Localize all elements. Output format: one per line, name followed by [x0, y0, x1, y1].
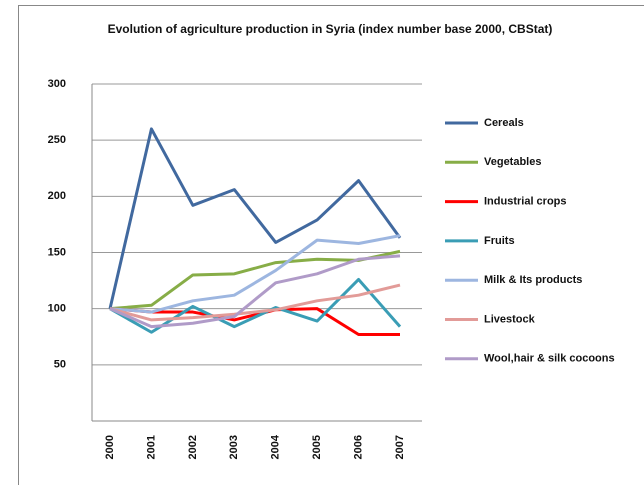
legend-label: Cereals [484, 117, 524, 129]
x-tick-label: 2006 [352, 435, 364, 459]
y-tick-label: 200 [48, 190, 66, 202]
chart-border [18, 5, 644, 485]
x-tick-label: 2004 [270, 434, 282, 459]
y-tick-label: 300 [48, 78, 66, 90]
y-tick-label: 250 [48, 134, 66, 146]
legend-label: Milk & Its products [484, 274, 582, 286]
legend-label: Livestock [484, 313, 536, 325]
y-tick-label: 150 [48, 246, 66, 258]
chart-title: Evolution of agriculture production in S… [107, 22, 553, 36]
legend-label: Industrial crops [484, 196, 567, 208]
series-line [109, 234, 401, 314]
x-tick-label: 2002 [187, 435, 199, 459]
x-tick-label: 2007 [394, 435, 406, 459]
y-tick-label: 100 [48, 303, 66, 315]
legend-label: Fruits [484, 235, 515, 247]
y-tick-label: 50 [54, 359, 66, 371]
x-tick-label: 2005 [311, 435, 323, 459]
x-tick-label: 2000 [104, 435, 116, 459]
legend-label: Wool,hair & silk cocoons [484, 353, 615, 365]
series-line [109, 283, 401, 322]
series-line [109, 307, 400, 337]
series-line [108, 127, 402, 310]
series-line [109, 277, 402, 334]
x-tick-label: 2001 [145, 435, 157, 459]
legend-label: Vegetables [484, 156, 541, 168]
series-line [109, 254, 401, 329]
x-tick-label: 2003 [228, 435, 240, 459]
